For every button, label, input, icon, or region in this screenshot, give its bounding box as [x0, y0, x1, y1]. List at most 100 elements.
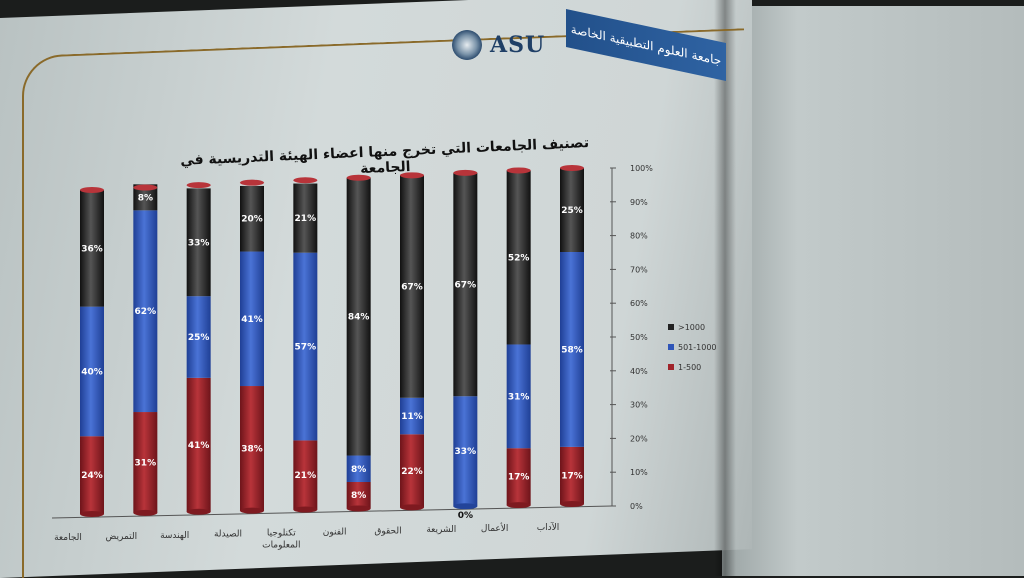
legend-swatch — [668, 324, 674, 330]
legend-label: >1000 — [678, 323, 705, 332]
data-label: 67% — [455, 281, 477, 291]
bar-segment — [80, 306, 104, 437]
bar-segment — [560, 168, 584, 252]
y-axis: 0% 10% 20% 30% 40% 50% 60% 70% 80% 90% 100% — [51, 164, 653, 519]
bar-segment — [400, 434, 424, 508]
bar-bottom-cap — [400, 504, 424, 511]
university-logo: ASU — [452, 30, 545, 60]
data-label: 25% — [188, 333, 210, 343]
bar-top-cap — [186, 182, 211, 189]
data-label: 36% — [81, 244, 103, 254]
y-tick-label: 20% — [630, 434, 648, 443]
logo-text: ASU — [490, 32, 546, 58]
bar-stack: 17% 31% 52% — [506, 167, 531, 509]
bar-segment — [293, 183, 318, 253]
y-tick-label: 40% — [630, 367, 648, 376]
bar-stack: 0% 33% 67% — [453, 169, 478, 521]
data-label: 17% — [561, 471, 583, 481]
data-label: 24% — [81, 471, 103, 481]
bar-stack: 21% 57% 21% — [293, 177, 318, 513]
bar-top-cap — [400, 172, 424, 179]
category-label: التمريض — [105, 532, 137, 542]
data-label: 11% — [401, 412, 423, 422]
data-label: 22% — [401, 467, 423, 477]
legend-swatch — [668, 364, 674, 370]
data-label: 8% — [351, 465, 366, 475]
bar-stack: 41% 25% 33% — [186, 182, 211, 515]
bar-top-cap — [293, 177, 318, 184]
bar-stack: 17% 58% 25% — [560, 165, 584, 507]
y-tick-label: 0% — [630, 502, 643, 511]
y-tick-label: 60% — [630, 299, 648, 308]
bar-segment — [506, 170, 531, 345]
bar-segment — [186, 188, 211, 297]
category-label: تكنلوجيا المعلومات — [262, 529, 300, 551]
bars: 24% 40% 36% 31% 62% 8% 41% 25% 33% 38% 41% 20% 21% 57… — [80, 165, 584, 521]
bar-top-cap — [346, 174, 371, 181]
bar-bottom-cap — [560, 501, 584, 507]
category-label: الجامعة — [54, 533, 82, 543]
legend-swatch — [668, 344, 674, 350]
data-label: 41% — [188, 441, 210, 451]
bar-bottom-cap — [186, 508, 211, 515]
bar-segment — [80, 436, 104, 514]
category-label: الحقوق — [374, 526, 401, 536]
bar-segment — [346, 455, 371, 482]
bar-segment — [560, 252, 584, 447]
category-label: الآداب — [537, 521, 560, 533]
bar-segment — [293, 440, 318, 510]
y-tick-label: 10% — [630, 468, 648, 477]
bar-stack: 38% 41% 20% — [240, 179, 264, 514]
bar-segment — [240, 386, 264, 511]
bar-top-cap — [506, 167, 531, 174]
bar-segment — [186, 377, 211, 512]
data-label: 0% — [458, 511, 473, 521]
bar-segment — [240, 251, 264, 387]
data-label: 31% — [508, 392, 530, 402]
data-label: 67% — [401, 283, 423, 293]
bar-top-cap — [560, 165, 584, 171]
data-label: 41% — [241, 315, 263, 325]
data-label: 8% — [138, 193, 153, 203]
bar-segment — [80, 190, 104, 307]
data-label: 31% — [135, 458, 157, 468]
bar-bottom-cap — [80, 511, 104, 517]
bar-bottom-cap — [506, 502, 531, 509]
data-label: 21% — [295, 471, 317, 481]
seal-icon — [452, 30, 482, 60]
data-label: 21% — [295, 214, 317, 224]
category-label: الهندسة — [160, 531, 189, 541]
y-tick-label: 80% — [630, 232, 648, 241]
y-tick-label: 30% — [630, 401, 648, 410]
bar-bottom-cap — [133, 509, 158, 516]
bar-top-cap — [133, 184, 158, 191]
data-label: 20% — [241, 215, 263, 225]
category-label: الصيدلة — [214, 530, 242, 540]
bar-segment — [506, 448, 531, 506]
right-page — [722, 6, 1024, 576]
bar-top-cap — [80, 187, 104, 193]
category-label: الأعمال — [481, 522, 509, 534]
legend-label: 1-500 — [678, 363, 701, 372]
bar-top-cap — [240, 179, 264, 186]
legend-label: 501-1000 — [678, 343, 717, 352]
y-tick-label: 90% — [630, 198, 648, 207]
data-label: 57% — [295, 343, 317, 353]
data-label: 62% — [135, 307, 157, 317]
y-tick-label: 50% — [630, 333, 648, 342]
category-labels: الجامعة التمريض الهندسة الصيدلة تكنلوجيا المع… — [54, 521, 559, 551]
legend: >1000 501-1000 1-500 — [668, 323, 717, 372]
data-label: 58% — [561, 345, 583, 355]
data-label: 33% — [455, 447, 477, 457]
bar-bottom-cap — [240, 507, 264, 514]
bar-bottom-cap — [293, 506, 318, 513]
data-label: 40% — [81, 367, 103, 377]
bar-top-cap — [453, 169, 478, 176]
data-label: 84% — [348, 313, 370, 323]
category-label: الفنون — [323, 527, 347, 537]
bar-stack: 31% 62% 8% — [133, 184, 158, 516]
bar-segment — [346, 481, 371, 509]
bar-segment — [506, 344, 531, 449]
book-gutter — [714, 0, 736, 576]
